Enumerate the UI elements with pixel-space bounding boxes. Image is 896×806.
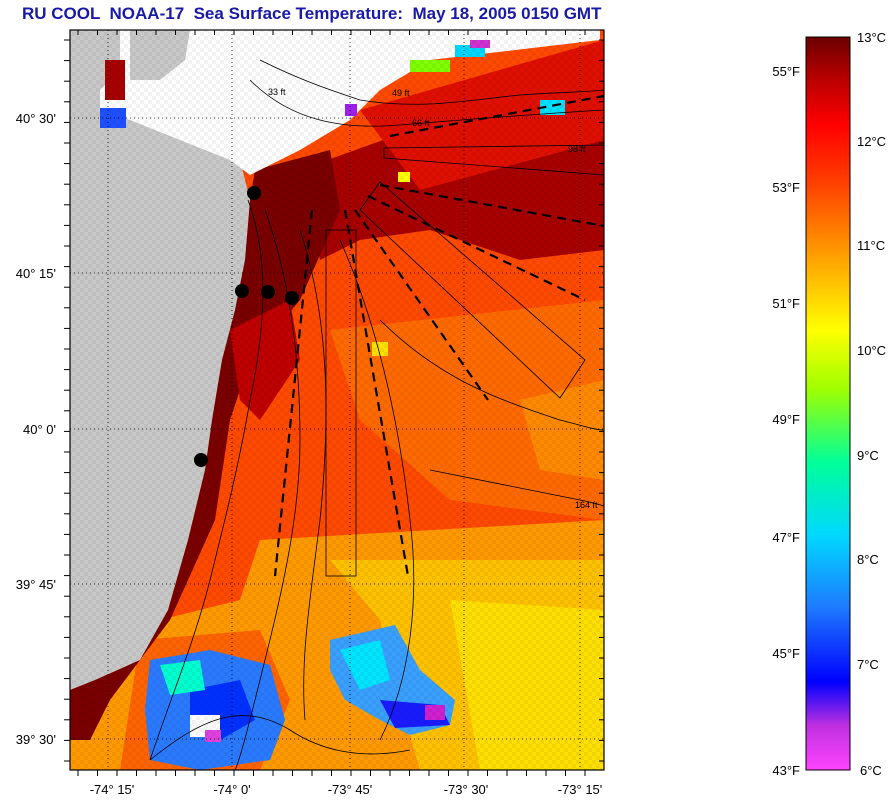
celsius-label: 12°C: [857, 134, 886, 149]
map-area: 33 ft 49 ft 66 ft 98 ft 164 ft: [70, 30, 604, 770]
transect-5: [343, 209, 410, 577]
fahrenheit-label: 45°F: [772, 646, 800, 661]
fahrenheit-label: 53°F: [772, 180, 800, 195]
transect-1: [389, 94, 604, 138]
lat-label: 40° 30': [16, 111, 56, 126]
transect-3: [367, 195, 586, 301]
dashed-transects: [273, 94, 604, 577]
isobath-label-164ft: 164 ft: [575, 500, 598, 510]
survey-box-3: [325, 229, 357, 577]
stations: [194, 186, 299, 467]
celsius-label: 9°C: [857, 448, 879, 463]
station-marker: [285, 291, 299, 305]
isobath-label-66ft: 66 ft: [412, 118, 430, 128]
lon-label: -73° 15': [558, 782, 603, 797]
celsius-label: 13°C: [857, 30, 886, 45]
map-title: RU COOL NOAA-17 Sea Surface Temperature:…: [22, 4, 602, 23]
station-marker: [194, 453, 208, 467]
celsius-label: 7°C: [857, 657, 879, 672]
lon-label: -74° 0': [213, 782, 250, 797]
transect-2: [379, 183, 604, 228]
celsius-label: 10°C: [857, 343, 886, 358]
celsius-label: 6°C: [860, 763, 882, 778]
lat-label: 40° 0': [23, 422, 56, 437]
bathymetry-contours: [149, 59, 604, 770]
lon-label: -73° 30': [444, 782, 489, 797]
map-gridlines: [70, 30, 604, 770]
fahrenheit-label: 51°F: [772, 296, 800, 311]
latitude-labels: 40° 30' 40° 15' 40° 0' 39° 45' 39° 30': [16, 111, 56, 747]
lat-label: 40° 15': [16, 266, 56, 281]
celsius-label: 8°C: [857, 552, 879, 567]
isobath-label-49ft: 49 ft: [392, 88, 410, 98]
transect-4: [354, 209, 489, 401]
lat-label: 39° 30': [16, 732, 56, 747]
lon-label: -73° 45': [328, 782, 373, 797]
transect-6: [273, 209, 314, 577]
survey-boxes: [325, 144, 604, 577]
isobath-label-98ft: 98 ft: [568, 144, 586, 154]
lon-label: -74° 15': [90, 782, 135, 797]
map-ticks: [64, 30, 604, 776]
isobath-labels: 33 ft 49 ft 66 ft 98 ft 164 ft: [268, 87, 598, 510]
fahrenheit-label: 55°F: [772, 64, 800, 79]
survey-box-1: [383, 144, 604, 176]
isobath-label-33ft: 33 ft: [268, 87, 286, 97]
fahrenheit-label: 49°F: [772, 412, 800, 427]
station-marker: [235, 284, 249, 298]
longitude-labels: -74° 15' -74° 0' -73° 45' -73° 30' -73° …: [90, 782, 603, 797]
colorbar-fahrenheit-labels: 55°F 53°F 51°F 49°F 47°F 45°F 43°F: [772, 64, 800, 778]
station-marker: [261, 285, 275, 299]
fahrenheit-label: 47°F: [772, 530, 800, 545]
pixel-texture: [70, 30, 604, 770]
celsius-label: 11°C: [857, 238, 885, 253]
station-marker: [247, 186, 261, 200]
map-frame: [69, 29, 605, 771]
lat-label: 39° 45': [16, 577, 56, 592]
colorbar-celsius-labels: 13°C 12°C 11°C 10°C 9°C 8°C 7°C 6°C: [857, 30, 886, 778]
fahrenheit-label: 43°F: [772, 763, 800, 778]
survey-box-2: [359, 181, 586, 399]
colorbar: [805, 36, 851, 771]
